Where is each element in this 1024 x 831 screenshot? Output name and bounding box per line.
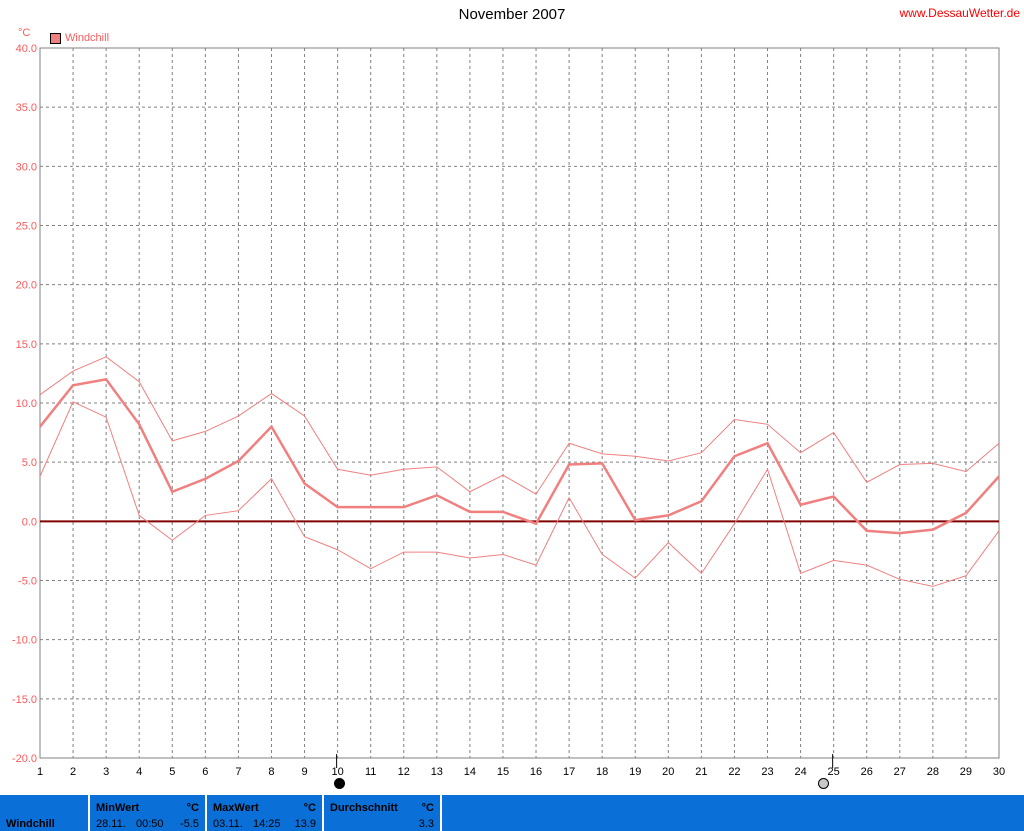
x-tick-label: 19 bbox=[629, 766, 641, 778]
y-tick-label: 15.0 bbox=[16, 339, 37, 351]
x-tick-label: 20 bbox=[662, 766, 674, 778]
x-tick-label: 18 bbox=[596, 766, 608, 778]
min-header: MinWert bbox=[96, 802, 140, 814]
y-tick-label: 25.0 bbox=[16, 221, 37, 233]
avg-value: 3.3 bbox=[418, 818, 434, 830]
new-moon-icon bbox=[334, 778, 345, 789]
chart-title: November 2007 bbox=[458, 6, 566, 23]
x-tick-label: 17 bbox=[563, 766, 575, 778]
y-tick-label: 20.0 bbox=[16, 280, 37, 292]
x-tick-label: 16 bbox=[530, 766, 542, 778]
x-tick-label: 7 bbox=[235, 766, 241, 778]
plot-frame bbox=[39, 47, 1000, 759]
x-tick-label: 30 bbox=[993, 766, 1005, 778]
x-tick-label: 15 bbox=[497, 766, 509, 778]
series-line-max bbox=[39, 356, 1000, 495]
max-date: 03.11. bbox=[213, 818, 243, 830]
x-tick-label: 6 bbox=[202, 766, 208, 778]
x-tick-label: 22 bbox=[728, 766, 740, 778]
full-moon-icon bbox=[818, 778, 829, 789]
stats-footer: Windchill MinWert °C 28.11. 00:50 -5.5 M… bbox=[0, 795, 1024, 831]
x-tick-label: 26 bbox=[861, 766, 873, 778]
min-cell: MinWert °C 28.11. 00:50 -5.5 bbox=[88, 795, 205, 831]
max-time: 14:25 bbox=[253, 818, 281, 830]
legend-label: Windchill bbox=[65, 32, 110, 44]
y-tick-label: 10.0 bbox=[16, 398, 37, 410]
y-tick-label: 5.0 bbox=[22, 457, 37, 469]
x-tick-label: 4 bbox=[136, 766, 142, 778]
min-date: 28.11. bbox=[96, 818, 126, 830]
x-tick-label: 25 bbox=[828, 766, 840, 778]
chart-area: 40.0 35.0 30.0 25.0 20.0 15.0 10.0 5.0 0.0 -5.0 -1… bbox=[12, 43, 1005, 778]
x-tick-label: 3 bbox=[103, 766, 109, 778]
max-unit: °C bbox=[303, 802, 316, 814]
x-tick-label: 11 bbox=[365, 766, 376, 778]
max-value: 13.9 bbox=[294, 818, 316, 830]
y-tick-label: 40.0 bbox=[16, 43, 37, 55]
x-tick-label: 12 bbox=[398, 766, 410, 778]
y-tick-label: -10.0 bbox=[12, 635, 37, 647]
avg-header: Durchschnitt bbox=[330, 802, 398, 814]
y-axis-unit: °C bbox=[18, 27, 31, 39]
x-tick-label: 23 bbox=[761, 766, 773, 778]
x-tick-label: 10 bbox=[331, 766, 343, 778]
max-cell: MaxWert °C 03.11. 14:25 13.9 bbox=[205, 795, 322, 831]
min-value: -5.5 bbox=[180, 818, 199, 830]
min-unit: °C bbox=[186, 802, 199, 814]
legend-swatch bbox=[50, 32, 61, 44]
legend: Windchill bbox=[50, 32, 109, 44]
y-tick-label: 30.0 bbox=[16, 161, 37, 173]
y-tick-label: -5.0 bbox=[18, 576, 37, 588]
footer-label: Windchill bbox=[6, 818, 55, 830]
x-tick-label: 8 bbox=[268, 766, 274, 778]
x-tick-label: 28 bbox=[927, 766, 939, 778]
y-tick-label: 0.0 bbox=[22, 516, 37, 528]
series-line-windchill bbox=[39, 377, 1000, 535]
x-tick-label: 29 bbox=[960, 766, 972, 778]
max-header: MaxWert bbox=[213, 802, 259, 814]
min-time: 00:50 bbox=[136, 818, 164, 830]
y-tick-label: -20.0 bbox=[12, 753, 37, 765]
avg-cell: Durchschnitt °C 3.3 bbox=[322, 795, 440, 831]
series-line-min bbox=[39, 401, 1000, 587]
x-tick-label: 21 bbox=[695, 766, 707, 778]
x-tick-label: 9 bbox=[301, 766, 307, 778]
y-tick-label: -15.0 bbox=[12, 694, 37, 706]
x-tick-label: 2 bbox=[70, 766, 76, 778]
x-tick-label: 5 bbox=[169, 766, 175, 778]
x-tick-label: 27 bbox=[894, 766, 906, 778]
empty-cell bbox=[440, 795, 1024, 831]
x-tick-label: 14 bbox=[464, 766, 476, 778]
x-tick-label: 24 bbox=[794, 766, 806, 778]
x-tick-label: 13 bbox=[431, 766, 443, 778]
x-tick-label: 1 bbox=[37, 766, 43, 778]
avg-unit: °C bbox=[421, 802, 434, 814]
site-link[interactable]: www.DessauWetter.de bbox=[899, 6, 1021, 20]
y-tick-label: 35.0 bbox=[16, 102, 37, 114]
